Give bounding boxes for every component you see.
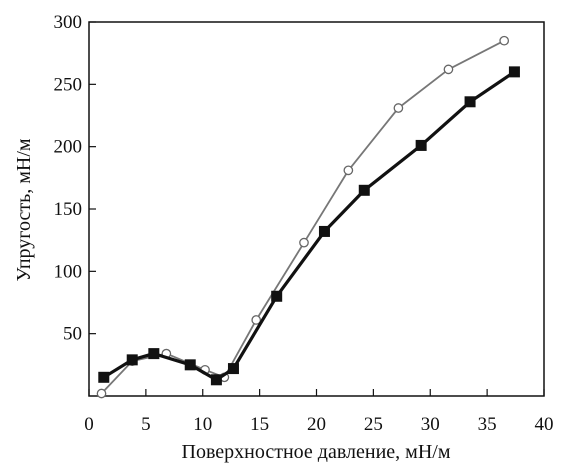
data-point-circle [299,237,309,248]
data-point-square [126,354,138,366]
data-point-square [508,66,520,78]
series-line-circles [100,39,505,395]
data-point-square [464,96,476,108]
x-tick-label: 25 [364,414,383,435]
data-point-circle [251,315,262,325]
x-axis-title: Поверхностное давление, мН/м [182,441,451,463]
y-tick-label: 100 [54,261,83,282]
y-axis-ticks: 50 100 150 200 250 300 [54,12,96,345]
data-point-square [358,184,370,196]
data-point-circle [443,64,454,75]
x-tick-label: 35 [478,414,497,435]
y-tick-label: 300 [54,12,83,33]
data-point-square [227,363,239,375]
x-tick-label: 5 [141,414,151,435]
data-point-square [415,139,427,151]
plot-frame [88,21,545,397]
x-tick-label: 20 [307,414,326,435]
y-tick-label: 50 [63,324,82,345]
x-axis-ticks: 0 5 10 15 20 25 30 35 40 [84,389,554,435]
data-point-square [184,359,196,371]
y-tick-label: 150 [54,199,83,220]
data-point-square [271,290,283,302]
x-tick-label: 10 [193,414,212,435]
series-layer [96,35,520,399]
data-point-square [98,371,110,383]
x-tick-label: 30 [421,414,440,435]
y-axis-title: Упругость, мН/м [13,138,35,281]
y-tick-label: 250 [54,74,83,95]
x-tick-label: 0 [84,414,94,435]
series-line-squares [102,70,516,382]
data-point-circle [343,165,354,176]
data-point-circle [96,388,107,399]
data-point-square [318,225,330,237]
x-tick-label: 40 [535,414,554,435]
data-point-square [210,374,222,386]
data-point-square [148,348,160,360]
x-tick-label: 15 [250,414,269,435]
data-point-circle [393,103,404,113]
y-tick-label: 200 [54,137,83,158]
data-point-circle [499,35,510,46]
